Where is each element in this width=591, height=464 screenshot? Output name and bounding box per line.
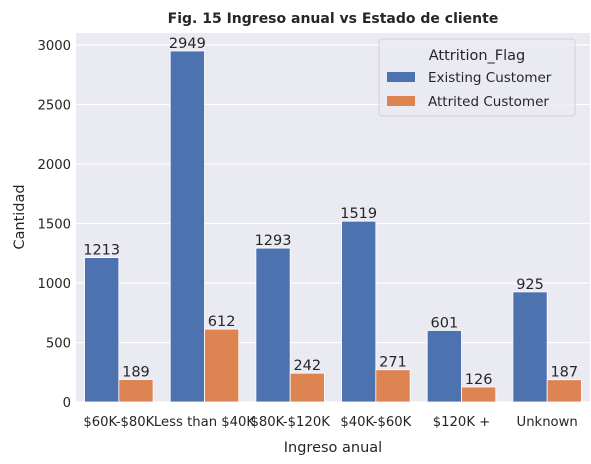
bar-existing-3 (341, 220, 377, 403)
legend-swatch-existing-customer (387, 72, 415, 82)
legend-title: Attrition_Flag (429, 48, 526, 64)
bar-existing-5 (512, 291, 548, 403)
legend-swatch-attrited-customer (387, 96, 415, 106)
data-label: 1519 (340, 206, 377, 222)
bar-existing-2 (255, 247, 291, 403)
bar-existing-4 (426, 330, 462, 403)
x-axis-label: Ingreso anual (284, 440, 382, 456)
data-label: 1293 (255, 233, 292, 249)
bar-attrited-0 (118, 379, 154, 403)
data-label: 271 (379, 355, 407, 371)
legend-entry-existing-customer: Existing Customer (428, 70, 552, 86)
data-label: 601 (431, 315, 459, 331)
bar-attrited-5 (546, 379, 582, 403)
bars (84, 50, 582, 403)
x-tick-label: $120K + (433, 415, 490, 430)
y-tick-label: 2500 (37, 98, 71, 113)
y-tick-label: 1500 (37, 217, 71, 232)
y-tick-label: 1000 (37, 277, 71, 292)
data-label: 189 (122, 365, 150, 381)
x-tick-label: Less than $40K (154, 415, 255, 430)
bar-existing-1 (169, 50, 205, 403)
y-tick-label: 2000 (37, 158, 71, 173)
y-tick-label: 500 (46, 336, 71, 351)
y-axis-label: Cantidad (12, 184, 28, 249)
bar-existing-0 (84, 257, 120, 403)
bar-attrited-3 (375, 369, 411, 403)
x-tick-label: $60K-$80K (83, 415, 154, 430)
data-label: 1213 (83, 243, 120, 259)
y-tick-label: 3000 (37, 39, 71, 54)
data-label: 2949 (169, 36, 206, 52)
x-tick-label: $40K-$60K (340, 415, 411, 430)
data-label: 187 (550, 365, 578, 381)
legend-box (378, 38, 576, 117)
bar-attrited-2 (289, 372, 325, 403)
data-labels: 1213 2949 1293 1519 601 925 189 612 242 271 126 187 (83, 36, 578, 388)
legend-entry-attrited-customer: Attrited Customer (428, 94, 549, 110)
data-label: 126 (465, 372, 493, 388)
tick-labels: 0 500 1000 1500 2000 2500 3000 $60K-$80K Less th… (37, 39, 577, 430)
bar-attrited-4 (461, 386, 497, 403)
x-tick-label: Unknown (517, 415, 578, 430)
chart-title: Fig. 15 Ingreso anual vs Estado de clien… (168, 11, 499, 27)
bar-attrited-1 (204, 328, 240, 403)
data-label: 242 (293, 358, 321, 374)
x-tick-label: $80K-$120K (250, 415, 330, 430)
data-label: 612 (208, 314, 236, 330)
legend: Attrition_Flag Existing Customer Attrite… (378, 38, 576, 117)
data-label: 925 (516, 277, 544, 293)
y-tick-label: 0 (63, 396, 71, 411)
